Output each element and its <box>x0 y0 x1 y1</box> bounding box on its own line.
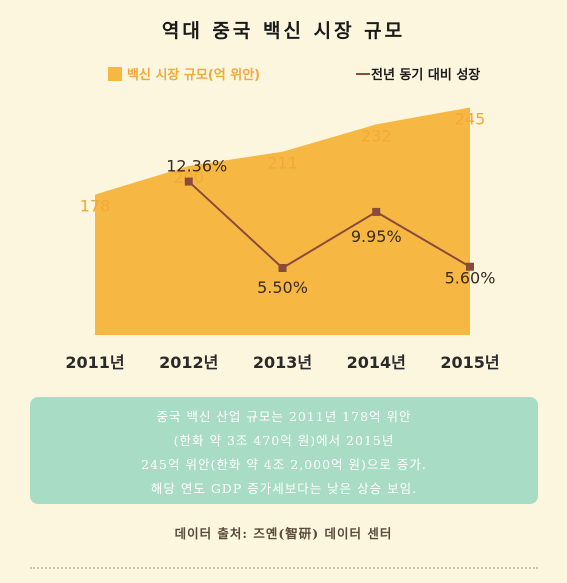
legend: 백신 시장 규모(억 위안) 전년 동기 대비 성장 <box>0 64 567 86</box>
summary-note-line: (한화 약 3조 470억 원)에서 2015년 <box>173 433 395 448</box>
summary-note: 중국 백신 산업 규모는 2011년 178억 위안 (한화 약 3조 470억… <box>30 397 538 504</box>
area-value-label: 211 <box>267 154 298 173</box>
bottom-divider <box>30 567 538 569</box>
legend-label-growth: 전년 동기 대비 성장 <box>371 68 481 83</box>
x-tick-label: 2011년 <box>65 353 124 372</box>
line-series-growth <box>188 180 471 270</box>
legend-item-market-size: 백신 시장 규모(억 위안) <box>108 64 260 83</box>
summary-note-line: 해당 연도 GDP 증가세보다는 낮은 상승 보임. <box>150 481 418 496</box>
data-source: 데이터 출처: 즈옌(智研) 데이터 센터 <box>174 526 393 541</box>
area-value-label: 245 <box>455 110 486 129</box>
legend-swatch-area <box>108 66 122 81</box>
growth-value-label: 5.60% <box>445 269 496 288</box>
area-value-label: 232 <box>361 126 392 145</box>
growth-marker <box>184 177 193 186</box>
area-value-label: 178 <box>80 197 111 216</box>
summary-note-line: 중국 백신 산업 규모는 2011년 178억 위안 <box>156 409 412 424</box>
chart: 178 200 211 232 245 12.36% 5.50% 9.95% 5.60% 2011… <box>65 107 500 372</box>
growth-value-label: 9.95% <box>351 227 402 246</box>
x-tick-label: 2012년 <box>159 353 218 372</box>
growth-marker <box>372 207 381 216</box>
x-tick-label: 2014년 <box>347 353 406 372</box>
legend-swatch-line <box>356 72 370 75</box>
x-tick-label: 2015년 <box>440 353 499 372</box>
area-series-market-size <box>95 107 470 335</box>
legend-item-growth: 전년 동기 대비 성장 <box>356 64 480 83</box>
x-tick-label: 2013년 <box>253 353 312 372</box>
growth-marker <box>466 262 474 271</box>
growth-value-label: 12.36% <box>166 157 227 176</box>
summary-note-line: 245억 위안(한화 약 4조 2,000억 원)으로 증가. <box>141 457 427 472</box>
page-title: 역대 중국 백신 시장 규모 <box>161 20 406 42</box>
legend-label-market-size: 백신 시장 규모(억 위안) <box>127 68 261 83</box>
area-value-label: 200 <box>173 168 204 187</box>
growth-value-label: 5.50% <box>257 278 308 297</box>
growth-marker <box>278 264 287 272</box>
